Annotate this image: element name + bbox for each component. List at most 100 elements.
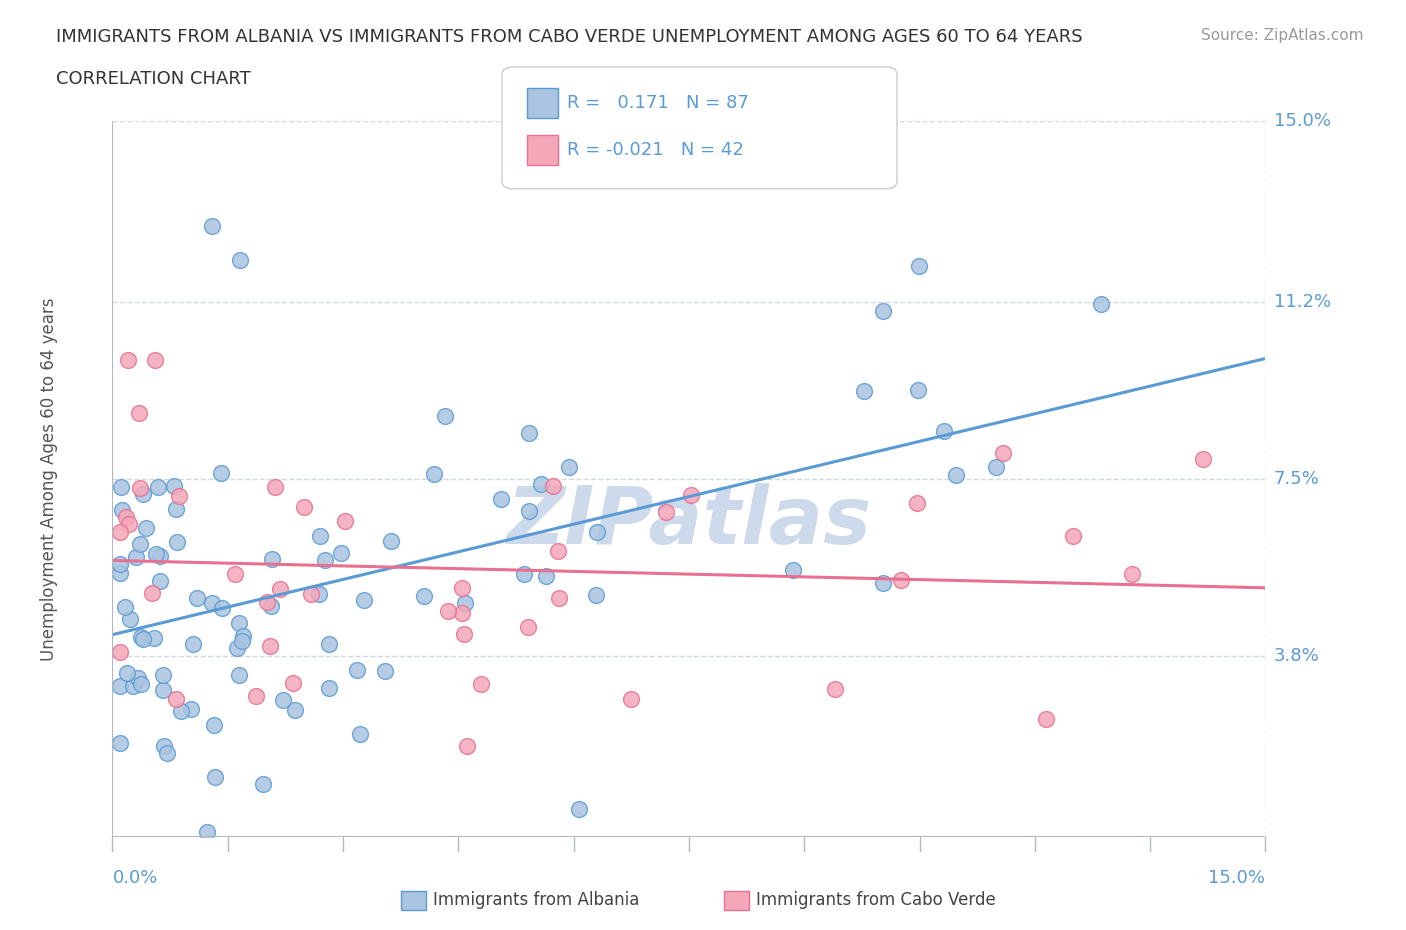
Text: Unemployment Among Ages 60 to 64 years: Unemployment Among Ages 60 to 64 years <box>39 298 58 660</box>
Point <box>202 718 225 733</box>
Point <box>201 219 224 233</box>
Point <box>115 510 138 525</box>
Point <box>318 636 340 651</box>
Point <box>984 460 1007 475</box>
Point <box>110 480 132 495</box>
Point <box>456 738 478 753</box>
Point <box>890 572 912 587</box>
Point <box>232 629 254 644</box>
Point <box>380 534 402 549</box>
Point <box>181 636 204 651</box>
Point <box>143 352 166 367</box>
Point <box>353 593 375 608</box>
Point <box>852 384 875 399</box>
Point <box>132 487 155 502</box>
Point <box>180 702 202 717</box>
Point <box>149 574 172 589</box>
Point <box>489 492 512 507</box>
Point <box>333 513 356 528</box>
Point <box>211 601 233 616</box>
Point <box>228 668 250 683</box>
Point <box>260 551 283 566</box>
Point <box>309 528 332 543</box>
Point <box>547 543 569 558</box>
Point <box>547 591 569 605</box>
Point <box>186 591 208 605</box>
Point <box>453 627 475 642</box>
Point <box>167 488 190 503</box>
Point <box>517 504 540 519</box>
Text: Immigrants from Cabo Verde: Immigrants from Cabo Verde <box>756 891 997 910</box>
Point <box>153 738 176 753</box>
Point <box>127 671 149 685</box>
Point <box>314 552 336 567</box>
Point <box>108 556 131 571</box>
Point <box>149 549 172 564</box>
Point <box>117 352 139 367</box>
Point <box>201 595 224 610</box>
Point <box>269 581 291 596</box>
Point <box>108 644 131 659</box>
Point <box>782 563 804 578</box>
Point <box>111 502 134 517</box>
Point <box>945 468 967 483</box>
Point <box>142 631 165 645</box>
Point <box>655 505 678 520</box>
Point <box>260 598 283 613</box>
Point <box>423 467 446 482</box>
Text: Immigrants from Albania: Immigrants from Albania <box>433 891 640 910</box>
Point <box>346 662 368 677</box>
Text: ZIPatlas: ZIPatlas <box>506 483 872 561</box>
Point <box>1192 451 1215 466</box>
Point <box>292 499 315 514</box>
Point <box>413 589 436 604</box>
Text: 15.0%: 15.0% <box>1274 112 1330 130</box>
Point <box>156 746 179 761</box>
Text: R = -0.021   N = 42: R = -0.021 N = 42 <box>567 140 744 159</box>
Point <box>1062 529 1084 544</box>
Point <box>585 588 607 603</box>
Point <box>516 619 538 634</box>
Point <box>454 595 477 610</box>
Text: Source: ZipAtlas.com: Source: ZipAtlas.com <box>1201 28 1364 43</box>
Point <box>252 777 274 792</box>
Point <box>263 480 285 495</box>
Point <box>228 615 250 630</box>
Point <box>374 663 396 678</box>
Point <box>108 679 131 694</box>
Point <box>152 683 174 698</box>
Point <box>108 736 131 751</box>
Point <box>114 600 136 615</box>
Point <box>991 445 1014 460</box>
Point <box>872 576 894 591</box>
Point <box>530 477 553 492</box>
Point <box>824 682 846 697</box>
Point <box>141 586 163 601</box>
Point <box>165 501 187 516</box>
Point <box>228 253 250 268</box>
Point <box>166 535 188 550</box>
Point <box>118 516 141 531</box>
Point <box>517 425 540 440</box>
Point <box>128 481 150 496</box>
Point <box>146 480 169 495</box>
Point <box>301 587 323 602</box>
Point <box>1035 711 1057 726</box>
Point <box>122 678 145 693</box>
Point <box>451 581 474 596</box>
Point <box>451 605 474 620</box>
Point <box>534 568 557 583</box>
Text: 11.2%: 11.2% <box>1274 293 1331 312</box>
Point <box>558 460 581 475</box>
Point <box>308 587 330 602</box>
Point <box>934 424 956 439</box>
Point <box>271 693 294 708</box>
Point <box>679 487 702 502</box>
Point <box>131 631 153 646</box>
Point <box>129 537 152 551</box>
Point <box>284 702 307 717</box>
Point <box>283 676 305 691</box>
Text: 7.5%: 7.5% <box>1274 470 1320 488</box>
Text: R =   0.171   N = 87: R = 0.171 N = 87 <box>567 94 748 113</box>
Point <box>256 594 278 609</box>
